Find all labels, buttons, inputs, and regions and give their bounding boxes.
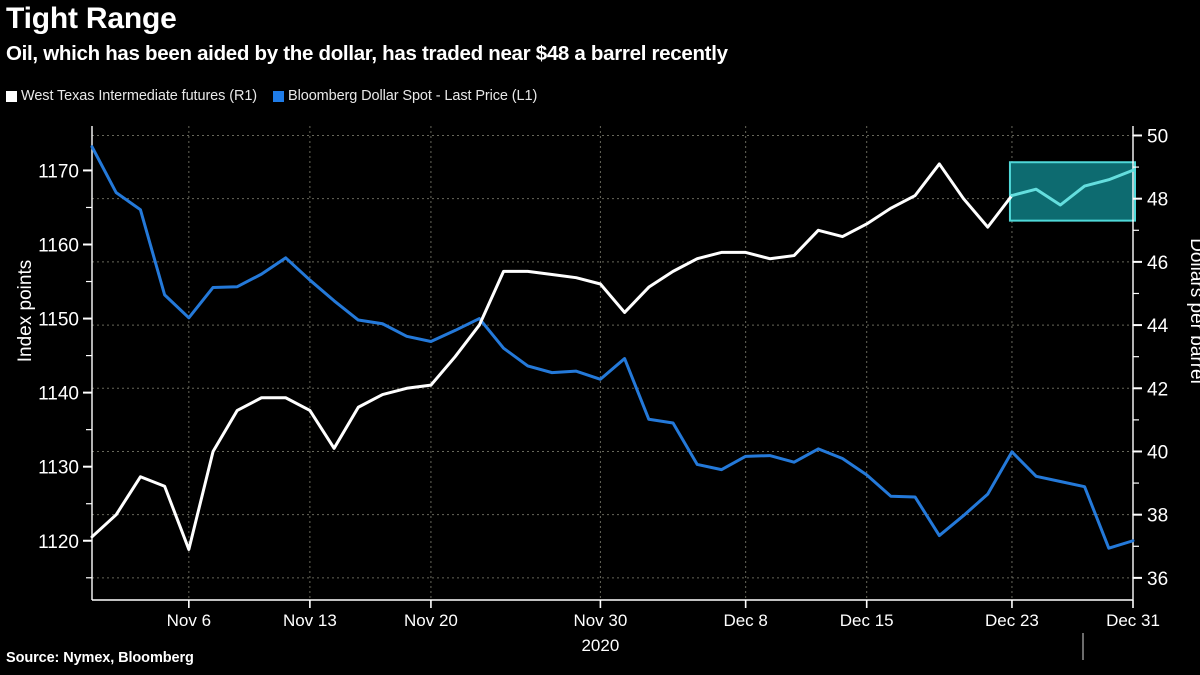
page-subtitle: Oil, which has been aided by the dollar,…: [6, 42, 728, 65]
right-axis-tick-label: 42: [1147, 379, 1168, 400]
axis-lines: [91, 126, 1134, 601]
left-axis-tick-label: 1140: [38, 384, 79, 405]
right-axis-tick-label: 44: [1147, 316, 1169, 337]
chart-legend: West Texas Intermediate futures (R1) Blo…: [6, 88, 537, 104]
axis-tick-labels: 1120 1130 1140 1150 1160 1170 36 38 40 42 44 46 48 50…: [38, 126, 1168, 655]
right-axis-tick-label: 48: [1147, 190, 1168, 211]
axis-ticks: [83, 134, 1142, 660]
right-axis-tick-label: 50: [1147, 126, 1168, 147]
legend-swatch-icon-dollar-spot: [273, 90, 285, 102]
legend-swatch-icon-wti: [6, 90, 17, 102]
left-axis-tick-label: 1130: [38, 458, 79, 479]
series-line-wti-highlighted: [1010, 168, 1135, 207]
right-axis-tick-label: 36: [1147, 569, 1168, 590]
data-series-layer: [90, 145, 1135, 551]
x-axis-year-label: 2020: [581, 636, 619, 655]
left-axis-tick-label: 1120: [38, 532, 79, 553]
right-axis-tick-label: 38: [1147, 506, 1168, 527]
x-axis-tick-label: Nov 13: [283, 611, 337, 630]
highlight-band-rect: [1008, 161, 1136, 222]
legend-item-dollar-spot[interactable]: Bloomberg Dollar Spot - Last Price (L1): [273, 88, 537, 104]
source-note: Source: Nymex, Bloomberg: [6, 650, 194, 666]
x-axis-tick-label: Dec 15: [840, 611, 894, 630]
highlight-band: [1008, 161, 1136, 222]
x-axis-tick-label: Nov 30: [573, 611, 627, 630]
legend-item-wti[interactable]: West Texas Intermediate futures (R1): [6, 88, 257, 104]
left-axis-tick-label: 1160: [38, 236, 79, 257]
legend-label-wti: West Texas Intermediate futures (R1): [21, 88, 258, 104]
x-axis-tick-label: Dec 23: [985, 611, 1039, 630]
left-axis-tick-label: 1170: [38, 161, 79, 182]
x-axis-tick-label: Dec 31: [1106, 611, 1160, 630]
x-axis-tick-label: Nov 20: [404, 611, 458, 630]
series-line-wti: [90, 162, 1014, 551]
x-axis-tick-label: Nov 6: [167, 611, 211, 630]
right-axis-tick-label: 46: [1147, 253, 1168, 274]
page-title: Tight Range: [6, 2, 177, 35]
right-axis-tick-label: 40: [1147, 442, 1168, 463]
x-axis-tick-label: Dec 8: [723, 611, 767, 630]
gridlines: [92, 126, 1134, 600]
left-axis-tick-label: 1150: [38, 310, 79, 331]
legend-label-dollar-spot: Bloomberg Dollar Spot - Last Price (L1): [288, 88, 538, 104]
series-line-dollar-spot: [90, 145, 1135, 550]
